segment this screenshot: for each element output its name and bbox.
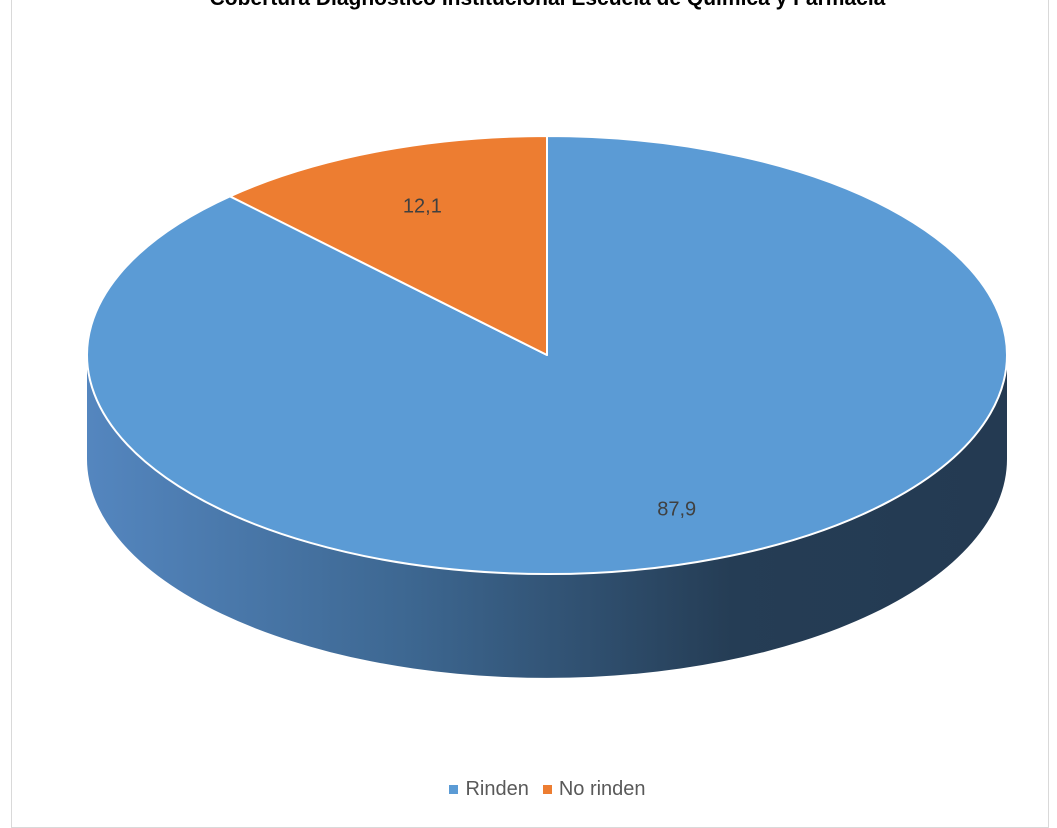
legend-label-rinden: Rinden bbox=[465, 778, 529, 800]
pie-side-wall bbox=[87, 355, 1007, 678]
legend-swatch-no-rinden bbox=[542, 785, 552, 794]
chart-title: Cobertura Diagnóstico Institucional Escu… bbox=[0, 0, 1057, 11]
chart-legend: Rinden No rinden bbox=[0, 778, 1057, 801]
pie-slice-rinden bbox=[86, 135, 1008, 575]
pie-slice-no-rinden bbox=[229, 135, 548, 356]
legend-label-no-rinden: No rinden bbox=[558, 778, 646, 800]
legend-item-no-rinden: No rinden bbox=[542, 778, 646, 801]
data-label-no-rinden: 12,1 bbox=[403, 196, 442, 218]
data-label-rinden: 87,9 bbox=[657, 499, 696, 521]
legend-swatch-rinden bbox=[449, 785, 459, 794]
legend-item-rinden: Rinden bbox=[449, 778, 529, 801]
